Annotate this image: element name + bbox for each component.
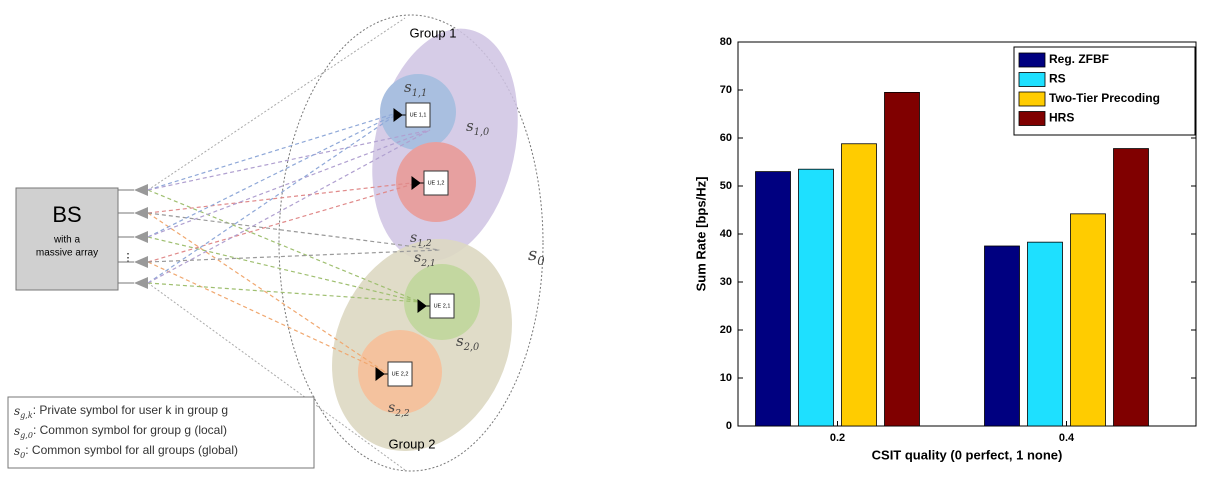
legend-line: sg,k: Private symbol for user k in group… [14,403,228,419]
antenna [134,277,148,289]
chart: 0 10 20 30 40 50 60 70 80 0.2 0.4 CSIT quality (0 p… [693,36,1196,463]
legend-label: Two-Tier Precoding [1049,91,1160,105]
y-tick-label: 70 [720,84,732,96]
bar [1028,242,1063,426]
legend-line: s0: Common symbol for all groups (global… [14,443,238,459]
bar [1071,214,1106,426]
symbol-sub: 2,0 [463,342,480,353]
symbol-sub: 1,1 [412,88,428,99]
y-axis-label: Sum Rate [bps/Hz] [693,177,708,292]
x-tick-label: 0.2 [830,432,845,444]
symbol-sub: 1,0 [474,127,490,138]
legend-swatch [1019,73,1045,87]
y-tick-label: 30 [720,276,732,288]
ue-label: UE 2,2 [392,371,409,377]
ue-label: UE 2,1 [434,303,451,309]
symbol-base: s [410,230,417,246]
x-tick-label: 0.4 [1059,432,1075,444]
bar [756,172,791,426]
x-axis-label: CSIT quality (0 perfect, 1 none) [872,447,1063,462]
legend-swatch [1019,92,1045,106]
symbol-base: s [528,244,537,265]
symbol-sub: 2,1 [420,259,435,269]
legend-swatch [1019,53,1045,67]
legend-label: RS [1049,72,1066,86]
legend-swatch [1019,112,1045,126]
beam [148,112,400,190]
ue-label: UE 1,1 [410,112,427,118]
y-tick-label: 80 [720,36,732,48]
legend-label: Reg. ZFBF [1049,52,1109,66]
symbol-base: s [414,250,421,266]
group-label: Group 2 [389,436,436,451]
symbol-sub: 2,2 [394,409,410,419]
y-tick-label: 10 [720,372,732,384]
bar [1114,149,1149,426]
bar [842,144,877,426]
symbol-sub: 0 [537,254,545,268]
symbol-sub: g,k [20,411,33,420]
symbol-sub: 1,2 [417,239,432,249]
symbol-base: s [388,400,395,416]
bs-title: BS [52,202,81,227]
antenna [134,184,148,196]
y-tick-label: 0 [726,420,732,432]
legend-text: : Common symbol for group g (local) [33,423,227,437]
bs-subtitle: massive array [36,248,98,259]
group-label: Group 1 [410,25,457,40]
antenna [134,231,148,243]
legend-text: : Common symbol for all groups (global) [25,443,238,457]
beam [148,112,400,237]
diagram: BS with a massive array ⋮ Group 1 Group … [8,15,546,477]
figure: BS with a massive array ⋮ Group 1 Group … [0,0,1226,477]
bar [985,246,1020,426]
bar [799,169,834,426]
antenna [134,207,148,219]
legend-text: : Private symbol for user k in group g [33,403,228,417]
bar [885,92,920,426]
y-tick-label: 40 [720,228,732,240]
y-tick-label: 60 [720,132,732,144]
antenna [134,256,148,268]
ue-label: UE 1,2 [428,180,445,186]
y-tick-label: 20 [720,324,732,336]
symbol-sub: g,0 [20,431,33,440]
legend-line: sg,0: Common symbol for group g (local) [14,423,227,439]
y-tick-label: 50 [720,180,732,192]
legend-label: HRS [1049,111,1074,125]
bs-subtitle: with a [53,235,81,246]
